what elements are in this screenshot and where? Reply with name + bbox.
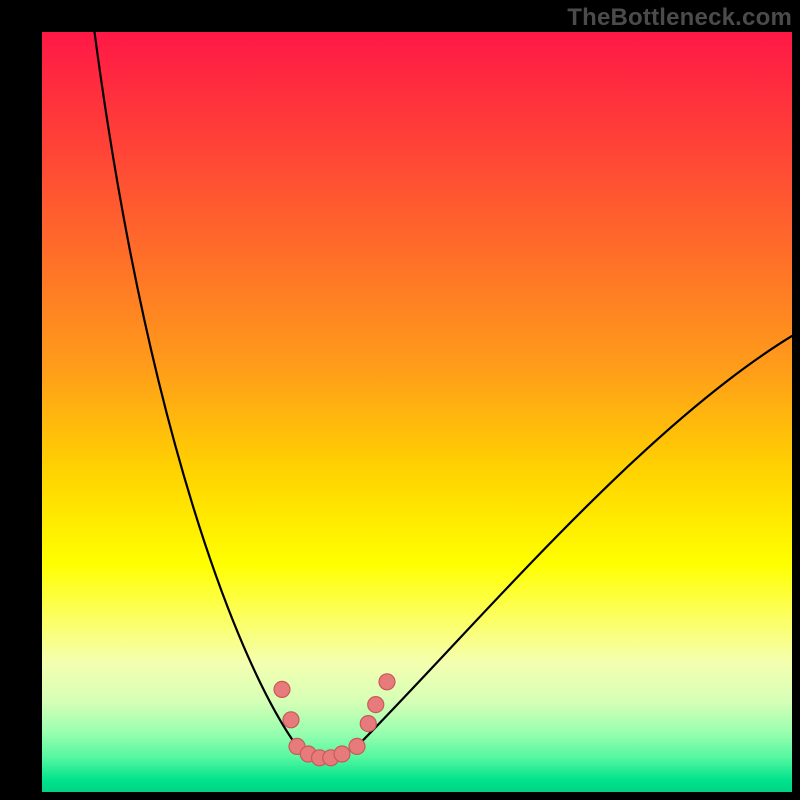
chart-svg (42, 32, 792, 792)
data-marker (274, 681, 290, 697)
data-marker (283, 712, 299, 728)
data-marker (334, 746, 350, 762)
data-marker (379, 674, 395, 690)
data-marker (368, 697, 384, 713)
data-marker (349, 738, 365, 754)
data-marker (360, 716, 376, 732)
plot-area (42, 32, 792, 792)
watermark-text: TheBottleneck.com (567, 4, 792, 32)
gradient-background (42, 32, 792, 792)
